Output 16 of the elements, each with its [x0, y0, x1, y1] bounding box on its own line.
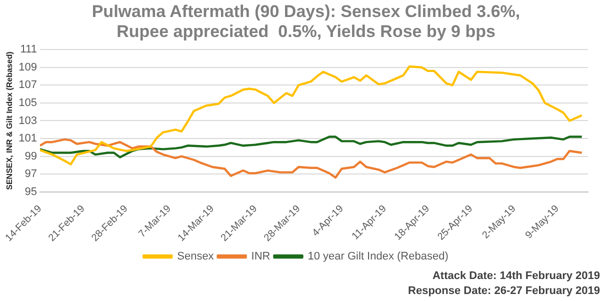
- text: Response Date: 26-27 February 2019: [408, 284, 600, 299]
- y-tick-label: 99: [24, 150, 37, 162]
- y-tick-label: 105: [18, 96, 37, 109]
- text: Attack Date: 14th February 2019: [431, 269, 600, 284]
- y-tick-label: 111: [20, 44, 37, 56]
- y-tick-label: 101: [18, 132, 37, 145]
- y-tick-label: 109: [18, 61, 37, 74]
- chart-title: Pulwama Aftermath (90 Days): Sensex Climbed 3.6%, Rupee appreciated 0.5%, Yields Rose by 9 bps: [90, 2, 522, 42]
- legend-label: Sensex: [177, 250, 214, 263]
- legend-label: INR: [251, 250, 270, 263]
- y-tick-label: 103: [18, 114, 37, 127]
- y-tick-label: 95: [24, 186, 37, 198]
- y-tick-label: 107: [18, 79, 37, 92]
- y-axis-title: SENSEX, INR & Gilt Index (Rebased): [5, 51, 14, 190]
- legend-label: 10 year Gilt Index (Rebased): [308, 250, 448, 263]
- y-tick-label: 97: [24, 168, 37, 180]
